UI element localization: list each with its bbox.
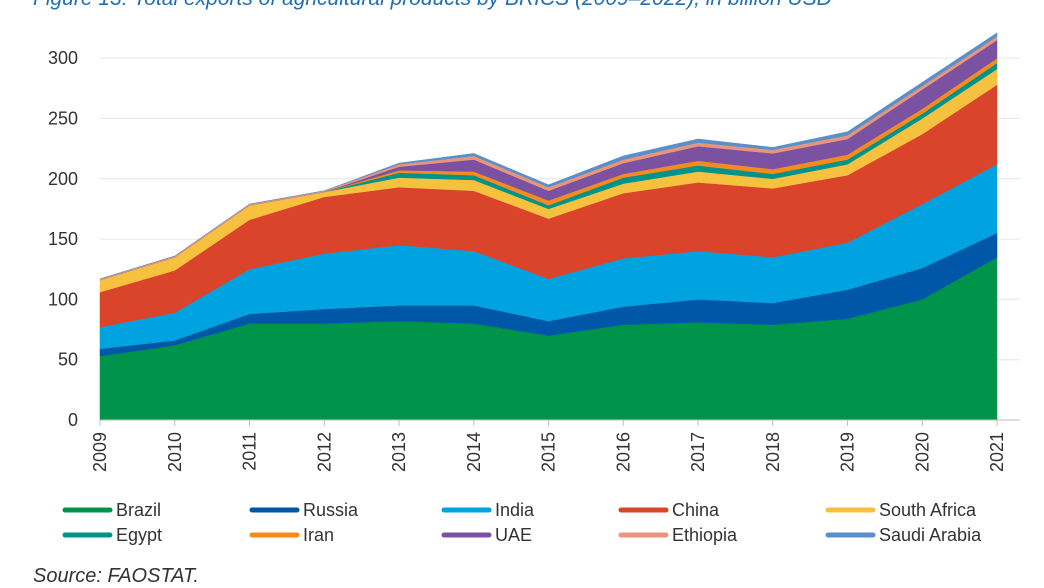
y-tick-label: 0 (68, 410, 78, 430)
legend-label: South Africa (879, 500, 977, 520)
x-tick-label: 2010 (165, 432, 185, 472)
legend-item-south-africa: South Africa (825, 500, 977, 520)
x-tick-label: 2021 (987, 432, 1007, 472)
legend-label: India (495, 500, 535, 520)
y-tick-label: 200 (48, 169, 78, 189)
legend-item-ethiopia: Ethiopia (618, 525, 738, 545)
legend-item-india: India (441, 500, 535, 520)
legend-label: Saudi Arabia (879, 525, 982, 545)
legend-label: Iran (303, 525, 334, 545)
legend-label: Ethiopia (672, 525, 738, 545)
x-tick-label: 2011 (240, 432, 260, 471)
legend-label: Brazil (116, 500, 161, 520)
area-saudi-arabia (99, 32, 998, 280)
legend-item-saudi-arabia: Saudi Arabia (825, 525, 982, 545)
legend-label: UAE (495, 525, 532, 545)
legend-item-egypt: Egypt (62, 525, 162, 545)
legend-label: China (672, 500, 720, 520)
x-tick-label: 2014 (464, 432, 484, 472)
figure-title: Figure 13: Total exports of agricultural… (33, 0, 832, 11)
x-tick-label: 2009 (90, 432, 110, 472)
legend-item-brazil: Brazil (62, 500, 161, 520)
legend-item-russia: Russia (249, 500, 359, 520)
x-tick-label: 2013 (389, 432, 409, 472)
legend-label: Russia (303, 500, 359, 520)
x-tick-label: 2020 (912, 432, 932, 472)
source-note: Source: FAOSTAT. (33, 565, 199, 587)
y-tick-label: 150 (48, 229, 78, 249)
legend-label: Egypt (116, 525, 162, 545)
y-tick-labels: 0 50 100 150 200 250 300 (48, 48, 78, 430)
legend-item-iran: Iran (249, 525, 334, 545)
area-series (99, 32, 998, 421)
axes (99, 419, 1020, 426)
x-tick-label: 2015 (539, 432, 559, 472)
x-tick-label: 2016 (613, 432, 633, 472)
legend: Brazil Russia India China South Africa Egypt I… (62, 500, 982, 545)
y-tick-label: 300 (48, 48, 78, 68)
legend-item-china: China (618, 500, 720, 520)
x-tick-label: 2018 (763, 432, 783, 472)
y-tick-label: 100 (48, 289, 78, 309)
x-tick-label: 2012 (314, 432, 334, 472)
x-tick-label: 2019 (838, 432, 858, 472)
legend-item-uae: UAE (441, 525, 532, 545)
y-tick-label: 250 (48, 108, 78, 128)
y-tick-label: 50 (58, 350, 78, 370)
x-tick-label: 2017 (688, 432, 708, 472)
x-tick-labels: 2009 2010 2011 2012 2013 2014 2015 2016 2017 2018… (90, 432, 1007, 472)
